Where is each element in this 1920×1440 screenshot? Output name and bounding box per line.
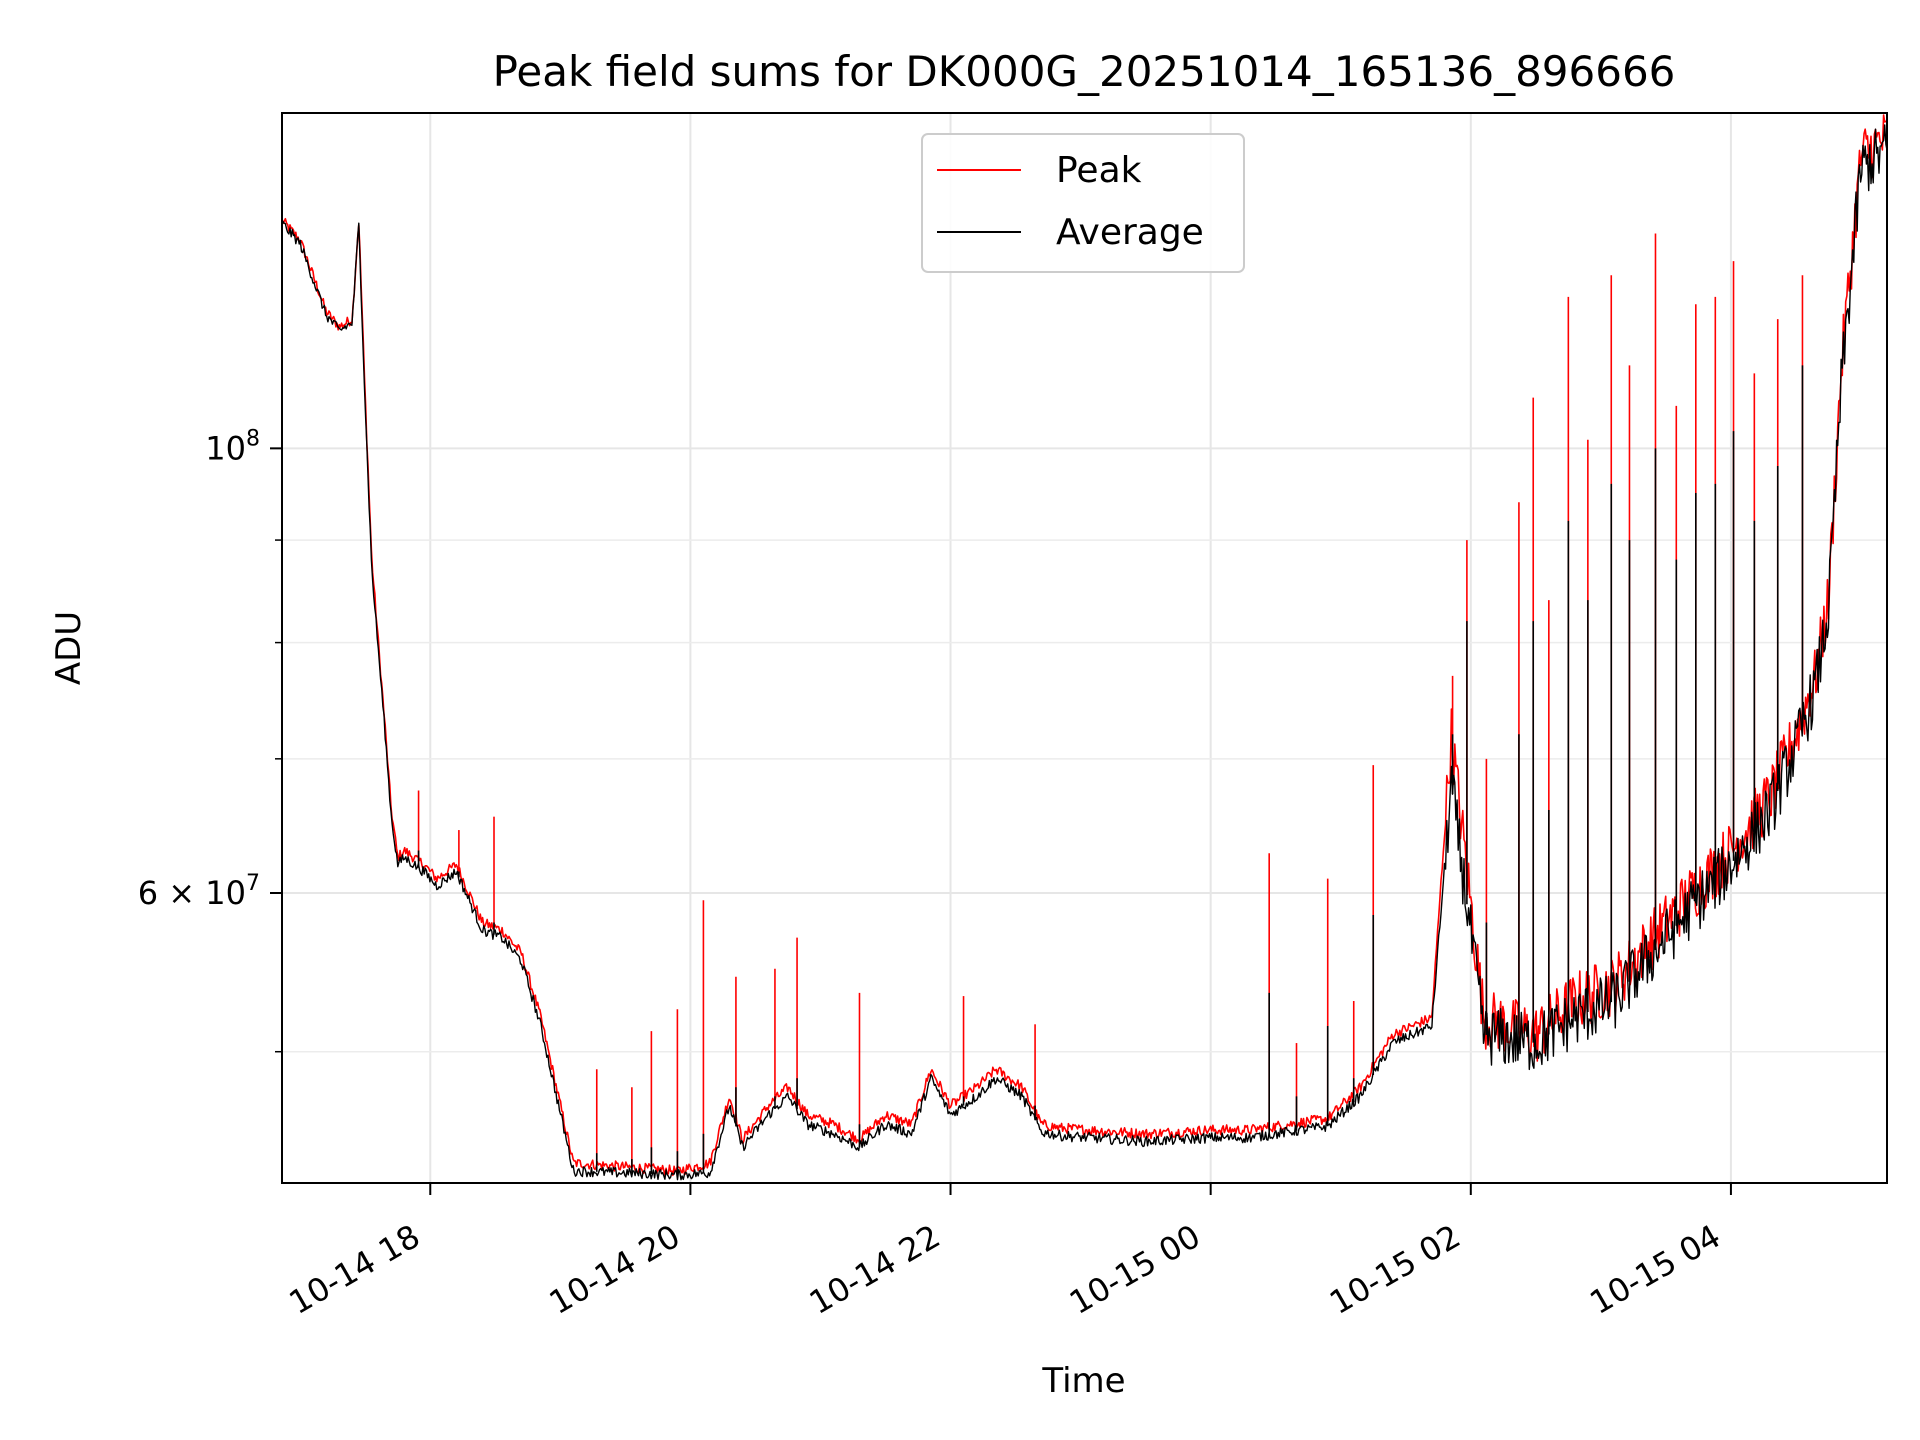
y-axis-ticks: 108 6 × 107 (138, 426, 282, 1053)
y-tick-label: 108 (205, 426, 260, 467)
y-axis-label: ADU (49, 611, 89, 685)
x-axis-label: Time (1041, 1361, 1125, 1401)
chart-title: Peak field sums for DK000G_20251014_1651… (493, 47, 1676, 96)
series-layer (282, 114, 1887, 1181)
plot-frame (281, 112, 1888, 1184)
legend-box (921, 133, 1245, 273)
legend-label-average: Average (1056, 212, 1204, 253)
legend: Peak Average (921, 133, 1245, 273)
y-tick-label: 6 × 107 (138, 871, 260, 912)
legend-label-peak: Peak (1056, 150, 1142, 191)
series-line-average (282, 124, 1887, 1181)
